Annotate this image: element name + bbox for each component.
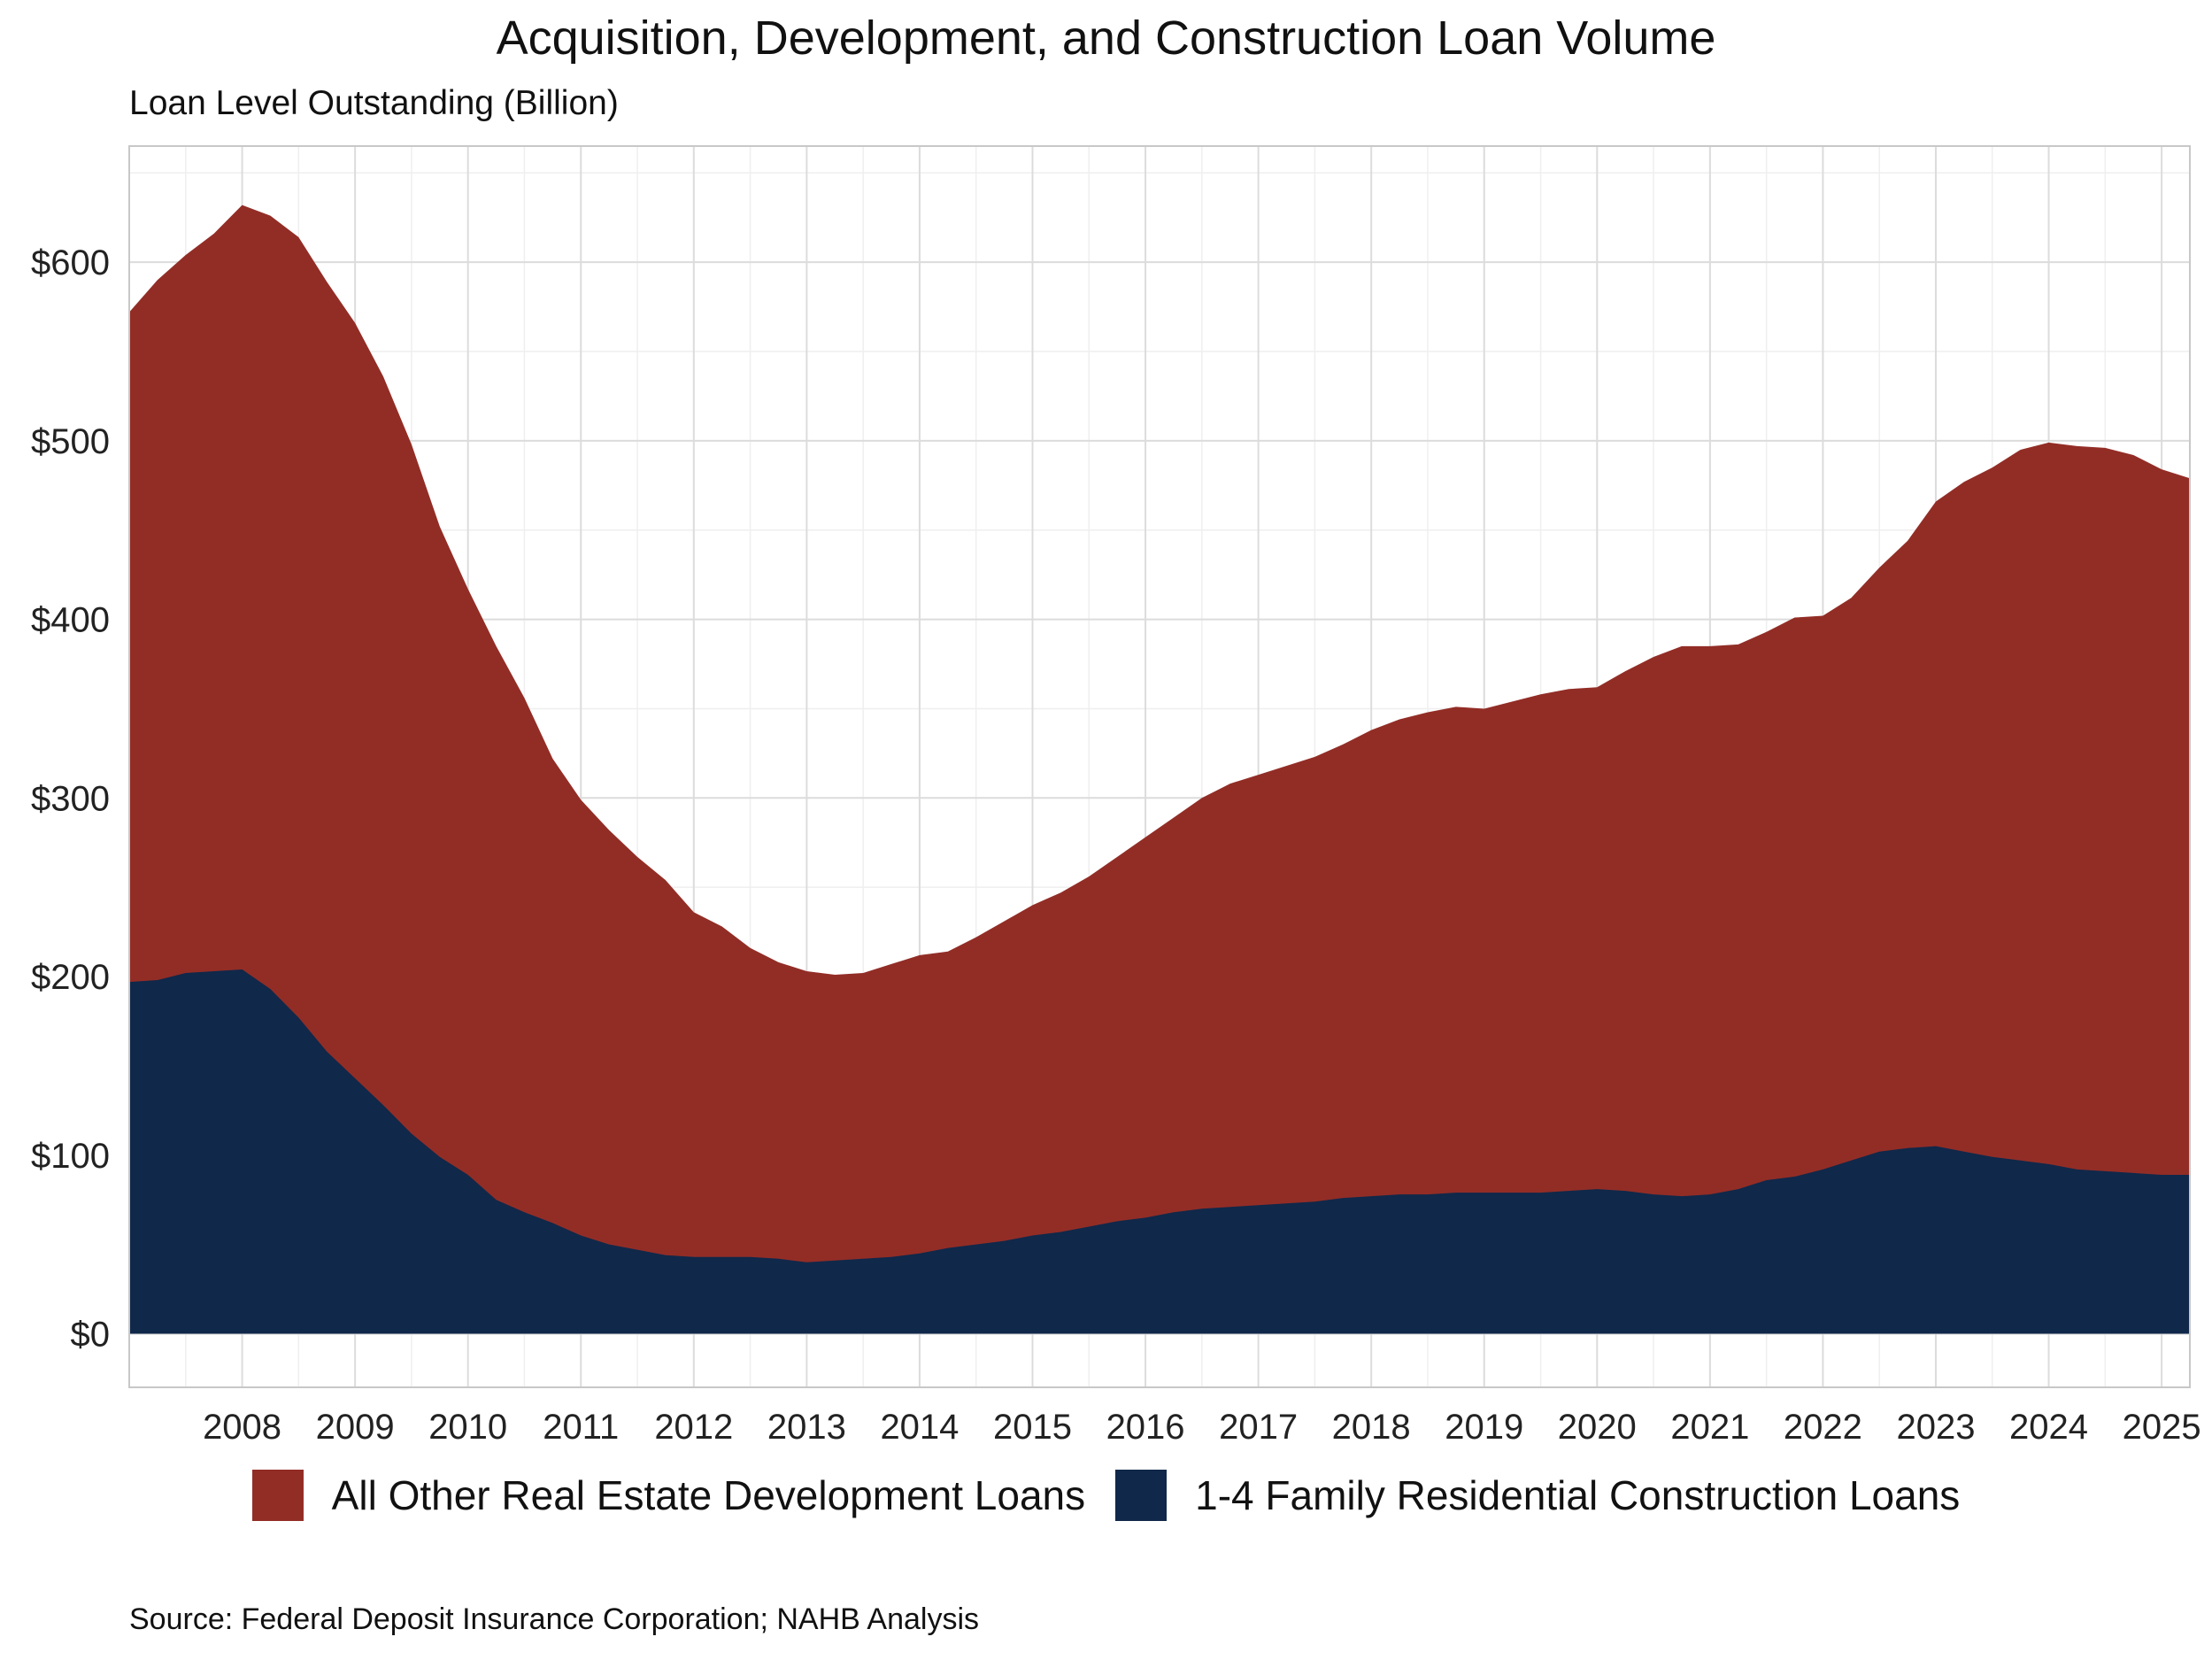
y-tick-label: $300: [31, 779, 110, 818]
x-tick-label: 2013: [767, 1408, 846, 1447]
area-all-other-development-loans: [129, 205, 2190, 1334]
chart-subtitle: Loan Level Outstanding (Billion): [129, 84, 619, 122]
x-tick-label: 2022: [1784, 1408, 1862, 1447]
y-tick-label: $200: [31, 958, 110, 997]
x-tick-label: 2019: [1445, 1408, 1523, 1447]
x-tick-label: 2009: [316, 1408, 395, 1447]
x-tick-label: 2018: [1332, 1408, 1411, 1447]
legend-label-family-construction: 1-4 Family Residential Construction Loan…: [1195, 1472, 1961, 1518]
y-tick-label: $600: [31, 243, 110, 282]
legend-swatch-family-construction: [1115, 1470, 1168, 1521]
x-tick-label: 2014: [880, 1408, 959, 1447]
x-tick-label: 2015: [993, 1408, 1072, 1447]
x-tick-label: 2016: [1106, 1408, 1185, 1447]
x-tick-label: 2008: [203, 1408, 281, 1447]
area-layer: [129, 205, 2190, 1334]
plot-border: [128, 145, 2191, 1388]
legend-label-other-development: All Other Real Estate Development Loans: [331, 1472, 1086, 1518]
y-tick-label: $100: [31, 1137, 110, 1176]
legend-swatch-other-development: [251, 1470, 304, 1521]
x-tick-label: 2012: [654, 1408, 733, 1447]
x-tick-label: 2010: [428, 1408, 507, 1447]
y-tick-label: $500: [31, 422, 110, 461]
area-family-residential-construction-loans: [129, 969, 2190, 1334]
x-tick-label: 2020: [1558, 1408, 1637, 1447]
x-tick-label: 2025: [2123, 1408, 2201, 1447]
legend-item-other-development: All Other Real Estate Development Loans: [251, 1470, 1086, 1521]
x-tick-label: 2024: [2009, 1408, 2088, 1447]
y-tick-label: $400: [31, 601, 110, 640]
source-caption: Source: Federal Deposit Insurance Corpor…: [129, 1602, 980, 1636]
x-tick-label: 2017: [1219, 1408, 1298, 1447]
y-tick-label: $0: [71, 1315, 111, 1354]
x-tick-label: 2023: [1896, 1408, 1975, 1447]
legend: All Other Real Estate Development Loans …: [0, 1470, 2212, 1521]
legend-item-family-construction: 1-4 Family Residential Construction Loan…: [1115, 1470, 1960, 1521]
chart-title: Acquisition, Development, and Constructi…: [496, 12, 1716, 65]
x-tick-label: 2011: [543, 1408, 619, 1447]
x-tick-label: 2021: [1670, 1408, 1749, 1447]
axis-layer: $0 $100 $200 $300 $400 $500 $600 2008 2009 2010 20…: [31, 243, 2201, 1447]
